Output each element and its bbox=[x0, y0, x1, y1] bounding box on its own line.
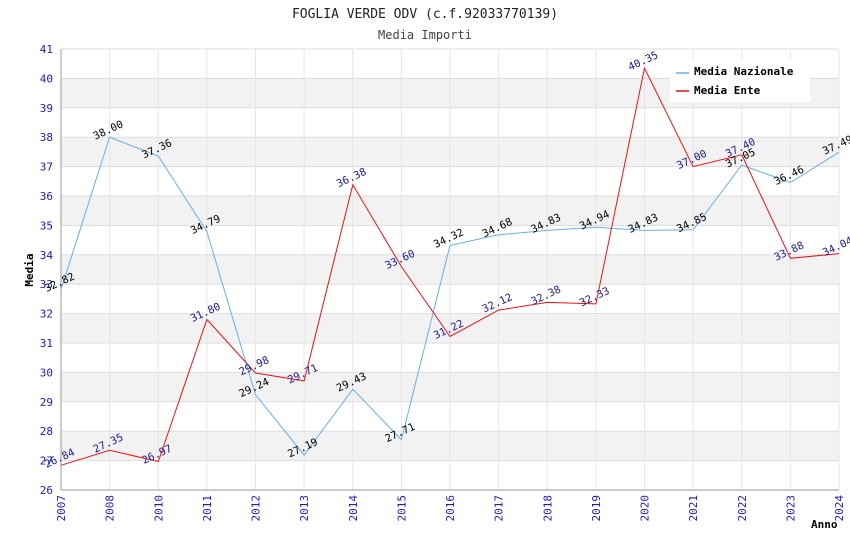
x-tick-2016: 2016 bbox=[444, 495, 457, 522]
y-tick-33: 33 bbox=[40, 278, 53, 291]
x-tick-2017: 2017 bbox=[493, 495, 506, 522]
data-label-media-ente-2019: 32.33 bbox=[578, 285, 612, 309]
y-tick-29: 29 bbox=[40, 396, 53, 409]
y-tick-36: 36 bbox=[40, 190, 53, 203]
y-tick-31: 31 bbox=[40, 337, 53, 350]
legend-label-media-ente: Media Ente bbox=[694, 84, 761, 97]
x-tick-labels: 2007 2008 2010 2011 2012 2013 2014 2015 2016 2017… bbox=[55, 495, 846, 522]
y-tick-30: 30 bbox=[40, 366, 53, 379]
y-tick-38: 38 bbox=[40, 131, 53, 144]
x-tick-2007: 2007 bbox=[55, 495, 68, 522]
series-line-media-nazionale bbox=[60, 136, 840, 456]
chart-subtitle: Media Importi bbox=[378, 28, 472, 42]
data-label-media-ente-2014: 36.38 bbox=[335, 166, 369, 190]
series-line-media-ente bbox=[60, 66, 840, 466]
x-tick-2015: 2015 bbox=[395, 495, 408, 522]
axes bbox=[60, 49, 839, 491]
data-label-media-ente-2020: 40.35 bbox=[626, 49, 660, 73]
y-axis-label: Media bbox=[23, 253, 36, 286]
x-tick-2019: 2019 bbox=[590, 495, 603, 522]
y-tick-26: 26 bbox=[40, 484, 53, 497]
legend: Media Nazionale Media Ente bbox=[670, 60, 810, 102]
x-tick-2024: 2024 bbox=[833, 495, 846, 522]
y-tick-37: 37 bbox=[40, 161, 53, 174]
x-tick-2013: 2013 bbox=[298, 495, 311, 522]
x-tick-2021: 2021 bbox=[687, 495, 700, 522]
x-tick-2011: 2011 bbox=[201, 495, 214, 522]
data-label-media-ente-2017: 32.12 bbox=[480, 291, 514, 315]
y-tick-34: 34 bbox=[40, 249, 54, 262]
x-tick-2014: 2014 bbox=[347, 495, 360, 522]
legend-box bbox=[670, 60, 810, 102]
data-label-media-ente-2018: 32.38 bbox=[529, 284, 563, 308]
x-tick-2010: 2010 bbox=[152, 495, 165, 522]
y-tick-labels: 26 27 28 29 30 31 32 33 34 35 36 37 38 39 40 41 bbox=[40, 43, 54, 497]
x-tick-2020: 2020 bbox=[639, 495, 652, 522]
y-tick-41: 41 bbox=[40, 43, 53, 56]
data-label-media-ente-2007: 26.84 bbox=[43, 446, 77, 470]
x-tick-2023: 2023 bbox=[784, 495, 797, 522]
data-label-media-nazionale-2023: 36.46 bbox=[772, 164, 806, 188]
x-tick-2012: 2012 bbox=[250, 495, 263, 522]
legend-label-media-nazionale: Media Nazionale bbox=[694, 65, 794, 78]
x-tick-2022: 2022 bbox=[736, 495, 749, 522]
x-tick-2008: 2008 bbox=[104, 495, 117, 522]
y-tick-35: 35 bbox=[40, 219, 53, 232]
series-lines bbox=[60, 66, 840, 466]
data-label-media-nazionale-2007: 32.82 bbox=[43, 271, 77, 295]
chart-title: FOGLIA VERDE ODV (c.f.92033770139) bbox=[292, 7, 558, 22]
y-tick-32: 32 bbox=[40, 308, 53, 321]
y-tick-27: 27 bbox=[40, 455, 53, 468]
y-tick-28: 28 bbox=[40, 425, 53, 438]
y-tick-39: 39 bbox=[40, 102, 53, 115]
x-tick-2018: 2018 bbox=[541, 495, 554, 522]
x-axis-label: Anno bbox=[811, 518, 838, 531]
y-tick-40: 40 bbox=[40, 72, 53, 85]
data-label-media-nazionale-2016: 34.32 bbox=[432, 227, 466, 251]
